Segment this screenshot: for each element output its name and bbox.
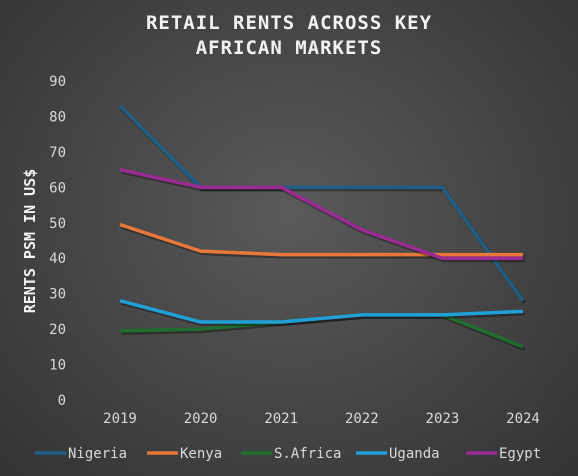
x-tick-label: 2022: [345, 411, 379, 427]
x-tick-label: 2024: [506, 411, 540, 427]
legend-label-kenya: Kenya: [180, 446, 222, 462]
y-tick-label: 70: [49, 145, 66, 161]
legend-label-uganda: Uganda: [389, 446, 440, 462]
legend-label-egypt: Egypt: [499, 446, 541, 462]
y-tick-label: 50: [49, 216, 66, 232]
series-line-kenya: [119, 222, 523, 257]
x-axis-ticks: 2019 2020 2021 2022 2023 2024: [103, 411, 540, 427]
series-shadow-kenya: [120, 224, 525, 259]
series-line-uganda: [119, 299, 524, 324]
y-tick-label: 10: [49, 358, 66, 374]
series-shadow-nigeria: [120, 106, 527, 304]
x-tick-label: 2023: [426, 411, 460, 427]
chart-title-line-2: AFRICAN MARKETS: [196, 37, 383, 59]
y-tick-label: 80: [49, 109, 66, 125]
series-line-nigeria: [118, 104, 525, 302]
y-axis-ticks: 0 10 20 30 40 50 60 70 80 90: [49, 74, 66, 409]
legend: Nigeria Kenya S.Africa Uganda Egypt: [35, 446, 541, 462]
y-axis-label: RENTS PSM IN US$: [21, 169, 39, 314]
y-tick-label: 0: [58, 393, 66, 409]
legend-label-s-africa: S.Africa: [274, 446, 341, 462]
y-tick-label: 90: [49, 74, 66, 90]
y-tick-label: 20: [49, 322, 66, 338]
legend-label-nigeria: Nigeria: [68, 446, 127, 462]
series-line-egypt: [119, 167, 523, 260]
x-tick-label: 2020: [184, 411, 218, 427]
y-tick-label: 30: [49, 287, 66, 303]
x-tick-label: 2021: [264, 411, 298, 427]
y-tick-label: 40: [49, 251, 66, 267]
chart-title-line-1: RETAIL RENTS ACROSS KEY: [146, 12, 432, 34]
series-lines: [118, 104, 527, 351]
y-tick-label: 60: [49, 180, 66, 196]
x-tick-label: 2019: [103, 411, 137, 427]
